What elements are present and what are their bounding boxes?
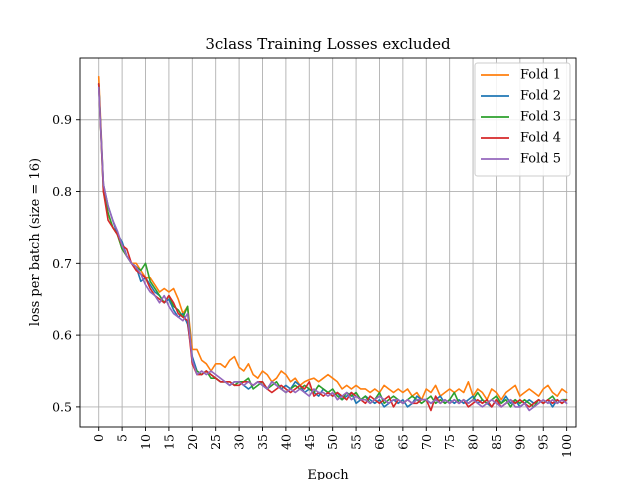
series-line-fold-1 bbox=[97, 75, 568, 401]
y-tick-label: 0.9 bbox=[52, 112, 72, 127]
chart-title: 3class Training Losses excluded bbox=[205, 35, 451, 53]
x-tick-label: 45 bbox=[302, 434, 317, 450]
x-tick-label: 55 bbox=[349, 434, 364, 450]
x-tick-label: 25 bbox=[208, 434, 223, 450]
x-tick-label: 20 bbox=[185, 434, 200, 450]
x-tick-label: 80 bbox=[466, 434, 481, 450]
y-axis-title: loss per batch (size = 16) bbox=[28, 158, 43, 326]
x-tick-label: 35 bbox=[255, 434, 270, 450]
x-tick-label: 95 bbox=[536, 434, 551, 450]
legend-box bbox=[474, 62, 571, 177]
x-axis-title: Epoch bbox=[307, 468, 349, 480]
x-tick-label: 60 bbox=[372, 434, 387, 450]
legend-label-fold-2: Fold 2 bbox=[520, 89, 561, 104]
x-axis: 0 5 10 15 20 25 30 35 40 45 50 55 60 65 70 75 80 85 90 95 10… bbox=[91, 427, 574, 458]
x-tick-label: 30 bbox=[232, 434, 247, 450]
legend: Fold 1 Fold 2 Fold 3 Fold 4 Fold 5 bbox=[474, 62, 571, 177]
x-tick-label: 5 bbox=[115, 434, 130, 442]
y-tick-label: 0.7 bbox=[52, 256, 72, 271]
legend-label-fold-1: Fold 1 bbox=[520, 68, 561, 83]
x-tick-label: 65 bbox=[395, 434, 410, 450]
x-tick-label: 0 bbox=[91, 434, 106, 442]
x-tick-label: 15 bbox=[161, 434, 176, 450]
series-layer bbox=[97, 75, 568, 412]
y-tick-label: 0.6 bbox=[52, 328, 72, 343]
plot-frame bbox=[79, 57, 577, 428]
x-tick-label: 70 bbox=[419, 434, 434, 450]
x-tick-label: 40 bbox=[278, 434, 293, 450]
x-tick-label: 90 bbox=[512, 434, 527, 450]
legend-label-fold-5: Fold 5 bbox=[520, 152, 561, 167]
y-axis: 0.5 0.6 0.7 0.8 0.9 bbox=[52, 112, 80, 414]
x-tick-label: 85 bbox=[489, 434, 504, 450]
legend-label-fold-4: Fold 4 bbox=[520, 131, 561, 146]
x-tick-label: 75 bbox=[442, 434, 457, 450]
x-tick-label: 50 bbox=[325, 434, 340, 450]
x-tick-label: 10 bbox=[138, 434, 153, 450]
x-tick-label: 100 bbox=[559, 434, 574, 458]
series-line-fold-5 bbox=[97, 86, 568, 412]
y-tick-label: 0.8 bbox=[52, 184, 72, 199]
legend-label-fold-3: Fold 3 bbox=[520, 110, 561, 125]
y-tick-label: 0.5 bbox=[52, 399, 72, 414]
